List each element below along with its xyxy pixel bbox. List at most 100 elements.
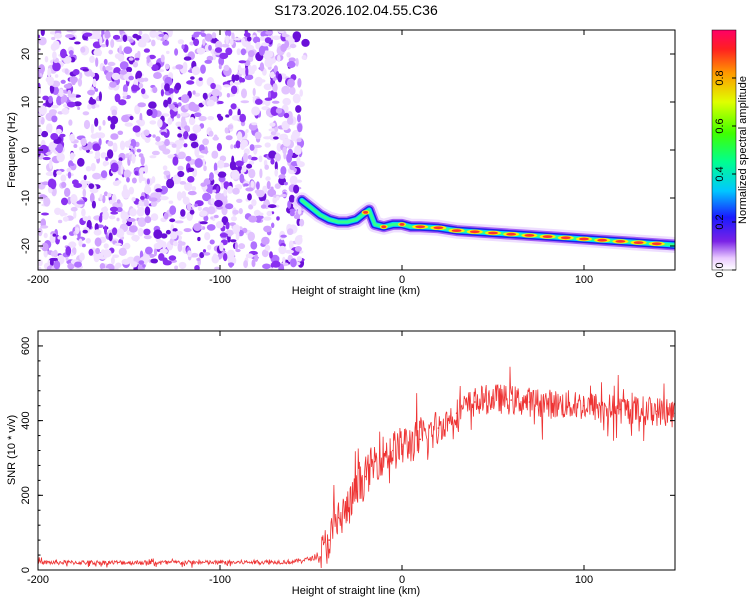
noise-blob [177, 165, 184, 171]
noise-blob [210, 198, 215, 205]
noise-blob [229, 81, 234, 86]
noise-blob [151, 39, 156, 47]
noise-blob [138, 174, 143, 184]
noise-blob [109, 206, 119, 212]
noise-blob [94, 88, 99, 92]
noise-blob [107, 140, 114, 147]
noise-blob [299, 218, 305, 227]
noise-blob [293, 184, 300, 194]
noise-blob [168, 88, 175, 94]
noise-blob [256, 181, 260, 190]
noise-blob [92, 78, 97, 88]
noise-blob [289, 240, 294, 250]
noise-blob [250, 156, 258, 161]
noise-blob [212, 189, 217, 193]
noise-blob [289, 86, 296, 96]
noise-blob [92, 30, 101, 35]
noise-blob [186, 202, 192, 212]
noise-blob [181, 94, 190, 104]
noise-blob [251, 199, 257, 207]
noise-blob [179, 215, 186, 220]
noise-blob [297, 123, 303, 133]
noise-blob [50, 179, 57, 190]
noise-blob [118, 157, 123, 162]
noise-blob [261, 42, 269, 47]
noise-blob [157, 239, 165, 245]
noise-blob [43, 232, 48, 239]
noise-blob [254, 131, 262, 140]
noise-blob [134, 170, 139, 176]
noise-blob [53, 260, 61, 270]
colorbar-tick-label: 0.8 [714, 70, 726, 85]
noise-blob [42, 156, 51, 161]
noise-blob [228, 108, 233, 116]
noise-blob [82, 229, 88, 234]
noise-blob [123, 242, 131, 250]
noise-blob [163, 34, 169, 40]
noise-blob [163, 99, 169, 108]
noise-blob [183, 56, 192, 61]
noise-blob [169, 218, 176, 223]
colorbar-tick-label: 0.2 [714, 214, 726, 229]
noise-blob [73, 144, 78, 148]
noise-blob [255, 215, 262, 223]
noise-blob [180, 241, 186, 246]
noise-blob [188, 117, 196, 126]
colorbar-tick-label: 0.6 [714, 118, 726, 133]
noise-blob [148, 54, 156, 60]
snr-point [383, 453, 385, 456]
noise-blob [237, 64, 241, 71]
noise-blob [229, 239, 237, 243]
noise-blob [141, 33, 150, 43]
noise-blob [89, 55, 95, 64]
noise-blob [51, 104, 59, 109]
noise-blob [258, 45, 265, 56]
noise-blob [177, 39, 185, 45]
noise-blob [167, 117, 173, 125]
noise-blob [281, 34, 290, 38]
noise-blob [65, 34, 75, 39]
noise-blob [220, 183, 224, 190]
noise-blob [119, 69, 128, 75]
noise-blob [254, 76, 263, 86]
x-tick-label: 0 [399, 574, 405, 586]
noise-blob [80, 138, 87, 146]
noise-blob [164, 63, 170, 70]
noise-blob [153, 247, 158, 257]
signal-peak [651, 242, 662, 246]
noise-blob [270, 186, 274, 191]
noise-blob [211, 37, 218, 44]
noise-blob [85, 166, 92, 172]
noise-blob [64, 68, 69, 75]
noise-blob [128, 145, 133, 149]
noise-blob [170, 113, 175, 119]
noise-blob [276, 142, 282, 152]
noise-blob [160, 196, 169, 201]
noise-blob [42, 95, 49, 101]
noise-blob [269, 71, 275, 79]
noise-blob [129, 208, 137, 217]
snr-point [474, 401, 476, 403]
noise-blob [69, 133, 75, 142]
noise-blob [176, 113, 181, 119]
snr-point [437, 427, 440, 429]
noise-blob [225, 35, 229, 45]
noise-blob [41, 130, 49, 138]
noise-blob [261, 236, 270, 245]
noise-blob [243, 183, 249, 187]
noise-blob [223, 188, 228, 197]
noise-blob [204, 59, 212, 64]
noise-blob [135, 70, 143, 79]
noise-blob [198, 115, 207, 122]
snr-point [656, 410, 658, 413]
noise-blob [43, 249, 48, 258]
noise-blob [79, 179, 88, 190]
noise-blob [175, 64, 184, 70]
noise-blob [108, 199, 114, 205]
noise-blob [259, 62, 265, 72]
noise-blob [119, 140, 126, 151]
noise-blob [235, 231, 240, 241]
noise-blob [198, 77, 203, 81]
noise-blob [72, 69, 80, 76]
noise-blob [136, 119, 143, 124]
